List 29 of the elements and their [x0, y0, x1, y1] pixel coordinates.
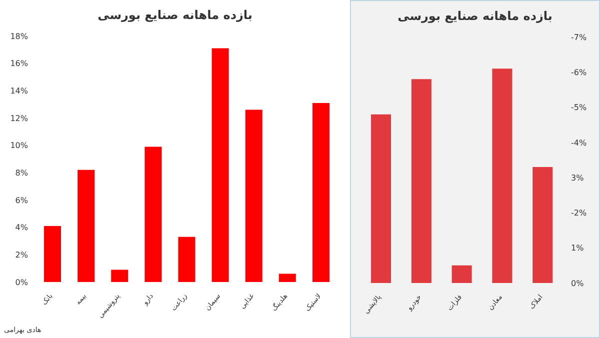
y-tick-label: 1% [571, 244, 584, 253]
bar [245, 110, 262, 282]
y-tick-label: -7% [571, 32, 587, 42]
bar [212, 48, 229, 282]
y-tick-label: 12% [10, 114, 28, 123]
bar [278, 274, 296, 282]
bar [111, 270, 128, 282]
bar [312, 102, 330, 282]
y-tick-label: -6% [571, 68, 587, 77]
bar [178, 236, 196, 282]
y-tick-label: 14% [10, 86, 28, 96]
y-tick-label: 10% [10, 141, 28, 150]
y-tick-label: 3% [571, 173, 584, 182]
bar [144, 146, 162, 282]
y-tick-label: -4% [571, 138, 587, 148]
chart-title: بازده ماهانه صنایع بورسی [96, 8, 254, 22]
y-tick-label: 6% [15, 196, 28, 205]
y-tick-label: -2% [571, 208, 587, 218]
y-tick-label: 16% [10, 59, 28, 68]
y-tick-label: 4% [15, 223, 28, 232]
y-tick-label: 0% [15, 278, 28, 287]
y-tick-label: 2% [15, 250, 28, 260]
bar [44, 226, 61, 282]
y-tick-label: 18% [10, 32, 28, 41]
y-tick-label: 0% [571, 278, 584, 288]
y-tick-label: 8% [15, 168, 28, 178]
chart-title: بازده ماهانه صنایع بورسی [396, 9, 554, 23]
bar [78, 170, 95, 282]
y-tick-label: -5% [571, 103, 587, 112]
